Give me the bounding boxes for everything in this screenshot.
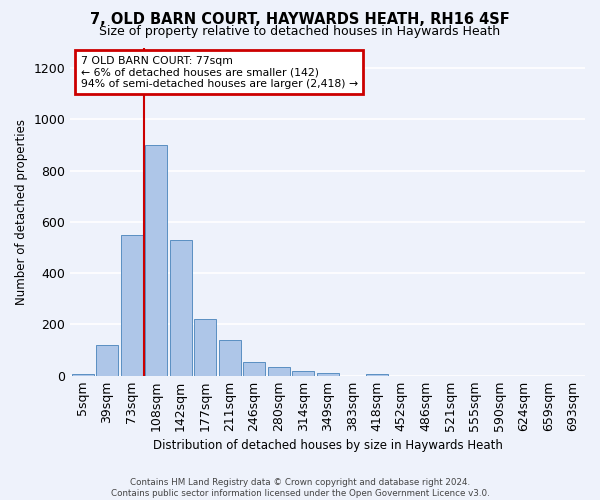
X-axis label: Distribution of detached houses by size in Haywards Heath: Distribution of detached houses by size … bbox=[153, 440, 503, 452]
Text: Size of property relative to detached houses in Haywards Heath: Size of property relative to detached ho… bbox=[100, 25, 500, 38]
Text: 7 OLD BARN COURT: 77sqm
← 6% of detached houses are smaller (142)
94% of semi-de: 7 OLD BARN COURT: 77sqm ← 6% of detached… bbox=[80, 56, 358, 89]
Text: Contains HM Land Registry data © Crown copyright and database right 2024.
Contai: Contains HM Land Registry data © Crown c… bbox=[110, 478, 490, 498]
Bar bbox=[121, 235, 143, 376]
Bar bbox=[317, 373, 338, 376]
Bar bbox=[145, 145, 167, 376]
Y-axis label: Number of detached properties: Number of detached properties bbox=[15, 118, 28, 304]
Bar bbox=[170, 240, 191, 376]
Bar bbox=[268, 368, 290, 376]
Bar bbox=[218, 340, 241, 376]
Bar bbox=[96, 346, 118, 376]
Bar bbox=[194, 320, 216, 376]
Bar bbox=[243, 362, 265, 376]
Text: 7, OLD BARN COURT, HAYWARDS HEATH, RH16 4SF: 7, OLD BARN COURT, HAYWARDS HEATH, RH16 … bbox=[90, 12, 510, 28]
Bar bbox=[365, 374, 388, 376]
Bar bbox=[71, 374, 94, 376]
Bar bbox=[292, 370, 314, 376]
